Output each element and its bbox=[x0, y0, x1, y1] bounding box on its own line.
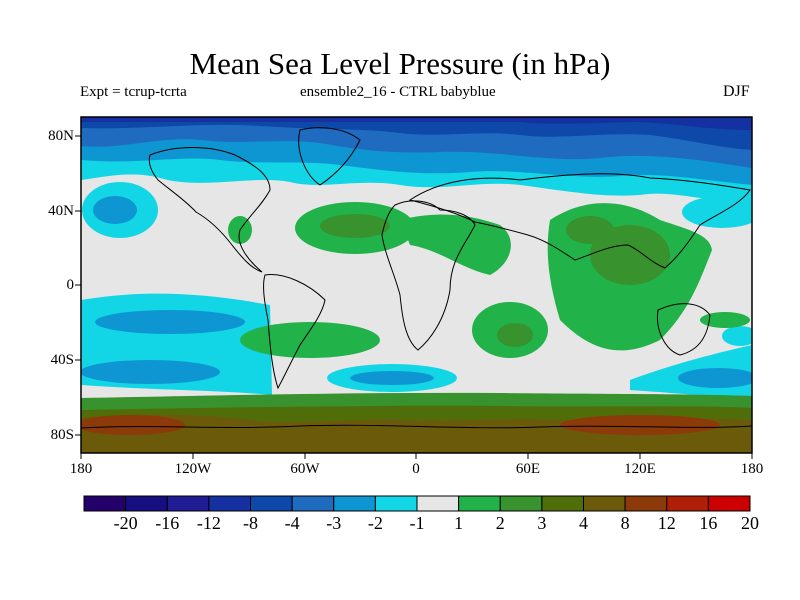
north-neg-5 bbox=[81, 117, 752, 130]
colorbar-label: -3 bbox=[326, 513, 342, 533]
colorbar-label: -16 bbox=[155, 513, 180, 533]
colorbar-label: -20 bbox=[113, 513, 138, 533]
tibet-pos bbox=[566, 216, 614, 244]
colorbar-label: 8 bbox=[620, 513, 630, 533]
australia-coast bbox=[656, 303, 711, 356]
lon-label-0: 0 bbox=[412, 461, 420, 477]
colorbar-box bbox=[541, 495, 584, 512]
colorbar-label: -8 bbox=[243, 513, 258, 533]
colorbar-label: 4 bbox=[579, 513, 588, 533]
colorbar-box bbox=[458, 495, 501, 512]
colorbar-box bbox=[374, 495, 418, 512]
tasman-pos bbox=[700, 312, 750, 328]
colorbar-box bbox=[83, 495, 127, 512]
south-pacific-neg-3 bbox=[81, 360, 220, 384]
north-america-coast bbox=[148, 147, 271, 273]
lat-label-40n: 40N bbox=[48, 203, 74, 219]
south-atlantic-pos bbox=[240, 322, 380, 358]
colorbar-box bbox=[125, 495, 168, 512]
lon-label-120e: 120E bbox=[624, 461, 656, 477]
colorbar-box bbox=[166, 495, 210, 512]
lon-label-180e: 180 bbox=[740, 461, 764, 477]
contour-field bbox=[81, 117, 752, 453]
colorbar-label: -2 bbox=[367, 513, 383, 533]
lat-label-80s: 80S bbox=[50, 427, 74, 443]
north-neg-4 bbox=[81, 117, 752, 150]
colorbar-box bbox=[666, 495, 709, 512]
antarctic-pos-4b bbox=[560, 415, 720, 435]
nz-neg bbox=[722, 326, 752, 346]
chart-title: Mean Sea Level Pressure (in hPa) bbox=[189, 46, 611, 81]
eurasia-coast bbox=[408, 173, 751, 269]
colorbar-box bbox=[583, 495, 626, 512]
atlantic-pos-2 bbox=[320, 214, 390, 238]
lon-label-60w: 60W bbox=[290, 461, 320, 477]
colorbar-label: 16 bbox=[699, 513, 718, 533]
south-pacific-neg-2 bbox=[95, 310, 245, 334]
axis-ticks bbox=[75, 135, 753, 459]
colorbar bbox=[83, 495, 751, 512]
colorbar-box bbox=[707, 495, 751, 512]
lat-label-40s: 40S bbox=[50, 352, 74, 368]
colorbar-label: 1 bbox=[454, 513, 464, 533]
colorbar-label: 20 bbox=[741, 513, 759, 533]
lat-label-80n: 80N bbox=[48, 128, 74, 144]
colorbar-label: 12 bbox=[657, 513, 676, 533]
lat-label-0: 0 bbox=[66, 277, 75, 293]
colorbar-label: -4 bbox=[284, 513, 300, 533]
season-label: DJF bbox=[723, 83, 750, 100]
antarctica-coast bbox=[81, 424, 752, 429]
lon-label-120w: 120W bbox=[174, 461, 212, 477]
asia-pos-2 bbox=[590, 225, 670, 285]
north-pacific-neg bbox=[93, 196, 137, 224]
coastlines bbox=[81, 127, 752, 429]
ensemble-label: ensemble2_16 - CTRL babyblue bbox=[300, 84, 496, 100]
colorbar-label: 3 bbox=[537, 513, 547, 533]
africa-pos bbox=[400, 214, 511, 275]
antarctic-pos-4a bbox=[81, 415, 185, 435]
greenland-coast bbox=[298, 127, 361, 186]
colorbar-label: -1 bbox=[409, 513, 425, 533]
south-africa-pos-2 bbox=[497, 323, 533, 347]
south-atlantic-neg-2 bbox=[350, 371, 434, 385]
lon-label-60e: 60E bbox=[515, 461, 541, 477]
colorbar-label: -12 bbox=[196, 513, 221, 533]
south-america-coast bbox=[263, 274, 326, 390]
colorbar-box bbox=[291, 495, 335, 512]
colorbar-box bbox=[208, 495, 251, 512]
colorbar-box bbox=[499, 495, 543, 512]
colorbar-box bbox=[250, 495, 293, 512]
colorbar-box bbox=[416, 495, 460, 512]
south-indian-neg-2 bbox=[678, 368, 752, 388]
colorbar-box bbox=[624, 495, 668, 512]
colorbar-label: 2 bbox=[495, 513, 505, 533]
colorbar-box bbox=[333, 495, 376, 512]
lon-label-180w: 180 bbox=[69, 461, 93, 477]
experiment-label: Expt = tcrup-tcrta bbox=[80, 84, 187, 100]
